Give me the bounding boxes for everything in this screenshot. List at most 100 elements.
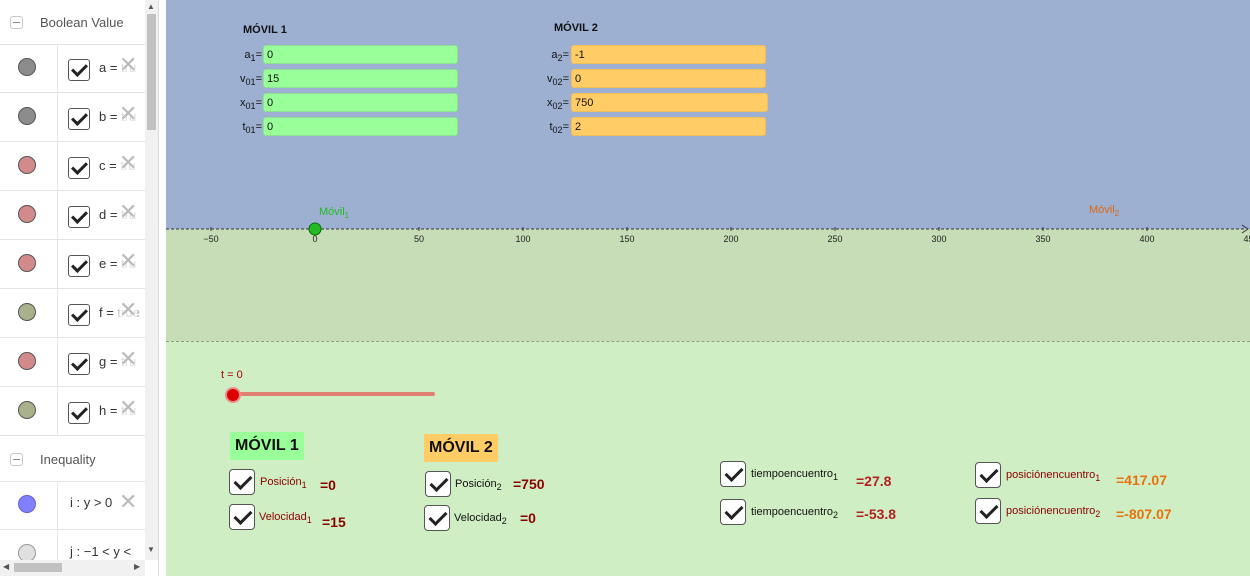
boolean-checkbox[interactable] <box>68 304 90 326</box>
movil1-input-field[interactable]: 15 <box>263 69 458 88</box>
delete-icon[interactable]: ✕ <box>119 150 138 175</box>
algebra-row-h[interactable]: h = tru✕ <box>0 387 145 436</box>
visibility-marble[interactable] <box>18 205 36 223</box>
movil2-input-field[interactable]: -1 <box>571 45 766 64</box>
collapse-icon[interactable] <box>10 16 23 29</box>
axis-tick-label: 50 <box>414 234 424 244</box>
row-separator <box>57 530 58 576</box>
velocity1-value: =15 <box>322 514 346 530</box>
point-label-movil1: Móvil1 <box>319 206 350 221</box>
show-position2-checkbox[interactable] <box>425 471 451 497</box>
movil1-input-field[interactable]: 0 <box>263 93 458 112</box>
scroll-down-icon[interactable]: ▼ <box>147 545 155 554</box>
delete-icon[interactable]: ✕ <box>119 199 138 224</box>
algebra-row-j[interactable]: j : −1 < y < <box>0 530 145 576</box>
category-inequality[interactable]: Inequality <box>0 437 145 482</box>
vertical-scrollbar[interactable]: ▲ ▼ <box>145 0 158 560</box>
axis-arrow-icon <box>1241 224 1249 234</box>
visibility-marble[interactable] <box>18 495 36 513</box>
movil2-field-label: x02= <box>547 97 569 112</box>
delete-icon[interactable]: ✕ <box>119 248 138 273</box>
delete-icon[interactable]: ✕ <box>119 346 138 371</box>
boolean-checkbox[interactable] <box>68 206 90 228</box>
boolean-checkbox[interactable] <box>68 59 90 81</box>
visibility-marble[interactable] <box>18 107 36 125</box>
visibility-marble[interactable] <box>18 254 36 272</box>
slider-label: t = 0 <box>221 369 243 381</box>
posicionencuentro1-label: posiciónencuentro1 <box>1006 469 1101 484</box>
boolean-checkbox[interactable] <box>68 157 90 179</box>
visibility-marble[interactable] <box>18 303 36 321</box>
row-separator <box>57 481 58 529</box>
movil2-input-field[interactable]: 0 <box>571 69 766 88</box>
show-tiempoencuentro1-checkbox[interactable] <box>720 461 746 487</box>
movil1-input-field[interactable]: 0 <box>263 117 458 136</box>
algebra-row-f[interactable]: f = true✕ <box>0 289 145 338</box>
show-posicionencuentro1-checkbox[interactable] <box>975 462 1001 488</box>
movil2-input-field[interactable]: 750 <box>571 93 768 112</box>
delete-icon[interactable]: ✕ <box>119 52 138 77</box>
show-tiempoencuentro2-checkbox[interactable] <box>720 499 746 525</box>
axis-tick-label: 400 <box>1139 234 1154 244</box>
position2-value: =750 <box>513 476 545 492</box>
algebra-row-a[interactable]: a = tru✕ <box>0 44 145 93</box>
delete-icon[interactable]: ✕ <box>119 489 138 514</box>
scroll-thumb[interactable] <box>147 14 156 130</box>
collapse-icon[interactable] <box>10 453 23 466</box>
row-separator <box>57 93 58 141</box>
inequality-definition[interactable]: j : −1 < y < <box>70 544 132 559</box>
time-slider-track[interactable] <box>232 392 435 396</box>
boolean-checkbox[interactable] <box>68 353 90 375</box>
delete-icon[interactable]: ✕ <box>119 395 138 420</box>
algebra-row-c[interactable]: c = tru✕ <box>0 142 145 191</box>
point-movil1[interactable] <box>308 222 322 236</box>
tiempoencuentro1-value: =27.8 <box>856 473 892 489</box>
visibility-marble[interactable] <box>18 156 36 174</box>
scroll-up-icon[interactable]: ▲ <box>147 2 155 11</box>
position1-label: Posición1 <box>260 476 307 491</box>
horizontal-scrollbar[interactable]: ◀ ▶ <box>0 560 145 576</box>
inequality-definition[interactable]: i : y > 0 <box>70 495 113 510</box>
tiempoencuentro2-value: =-53.8 <box>856 506 897 522</box>
scroll-left-icon[interactable]: ◀ <box>3 562 10 571</box>
number-line[interactable]: −100−50050100150200250300350400450500550… <box>166 0 1250 341</box>
velocity2-label: Velocidad2 <box>454 512 507 527</box>
graphics-view[interactable]: MÓVIL 1 a1= 0 v01= 15 x01= 0 t01= 0 MÓVIL 2 a2=… <box>166 0 1250 576</box>
category-title: Inequality <box>40 452 96 467</box>
scroll-thumb[interactable] <box>14 563 62 572</box>
show-position1-checkbox[interactable] <box>229 469 255 495</box>
visibility-marble[interactable] <box>18 352 36 370</box>
time-slider-handle[interactable] <box>225 387 241 403</box>
row-separator <box>57 142 58 190</box>
movil2-field-label: t02= <box>549 121 569 136</box>
movil2-input-field[interactable]: 2 <box>571 117 766 136</box>
delete-icon[interactable]: ✕ <box>119 101 138 126</box>
boolean-checkbox[interactable] <box>68 108 90 130</box>
movil2-field-label: v02= <box>547 73 569 88</box>
visibility-marble[interactable] <box>18 58 36 76</box>
position1-value: =0 <box>320 477 336 493</box>
posicionencuentro1-value: =417.07 <box>1116 472 1167 488</box>
axis-region <box>166 229 1250 341</box>
movil1-heading: MÓVIL 1 <box>243 24 287 36</box>
algebra-row-i[interactable]: i : y > 0 ✕ <box>0 481 145 530</box>
algebra-row-g[interactable]: g = tru✕ <box>0 338 145 387</box>
axis-tick-label: −50 <box>203 234 218 244</box>
scroll-right-icon[interactable]: ▶ <box>134 562 141 571</box>
algebra-row-e[interactable]: e = tru✕ <box>0 240 145 289</box>
show-velocity1-checkbox[interactable] <box>229 504 255 530</box>
show-posicionencuentro2-checkbox[interactable] <box>975 498 1001 524</box>
position2-label: Posición2 <box>455 478 502 493</box>
boolean-checkbox[interactable] <box>68 402 90 424</box>
point-label-movil2: Móvil2 <box>1089 204 1120 219</box>
algebra-row-b[interactable]: b = tru✕ <box>0 93 145 142</box>
category-boolean-value[interactable]: Boolean Value <box>0 0 145 45</box>
show-velocity2-checkbox[interactable] <box>424 505 450 531</box>
algebra-row-d[interactable]: d = tru✕ <box>0 191 145 240</box>
movil2-field-label: a2= <box>551 49 569 64</box>
visibility-marble[interactable] <box>18 401 36 419</box>
movil1-input-field[interactable]: 0 <box>263 45 458 64</box>
delete-icon[interactable]: ✕ <box>119 297 138 322</box>
movil1-field-label: t01= <box>242 121 262 136</box>
boolean-checkbox[interactable] <box>68 255 90 277</box>
